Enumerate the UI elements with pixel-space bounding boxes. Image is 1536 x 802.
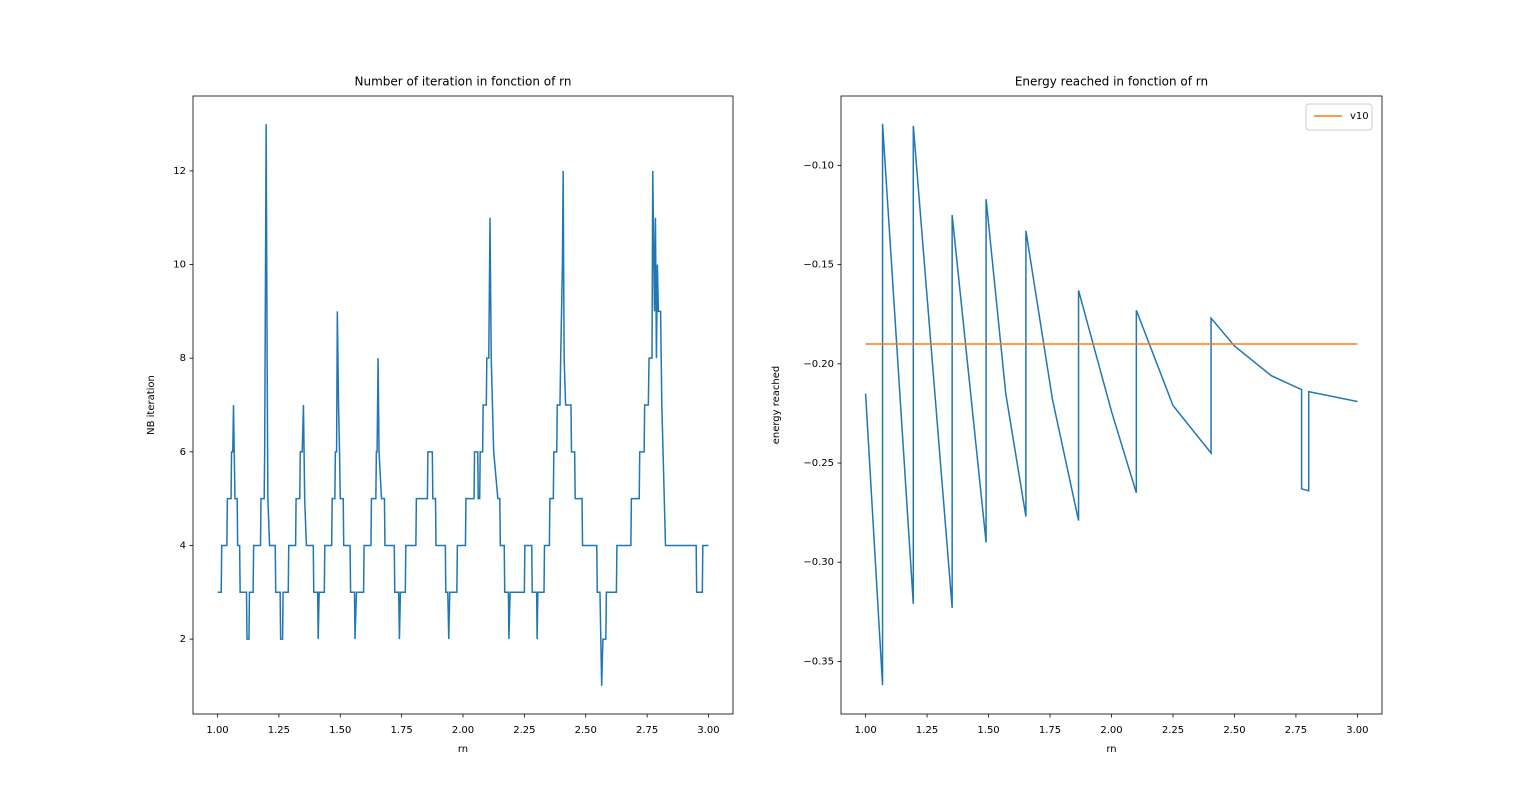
x-axis-label: rn (1106, 744, 1116, 755)
y-tick-label: 10 (173, 260, 186, 271)
x-tick-label: 2.50 (1223, 725, 1245, 736)
chart-title: Number of iteration in fonction of rn (355, 75, 572, 89)
x-tick-label: 2.75 (636, 725, 658, 736)
chart-title: Energy reached in fonction of rn (1015, 75, 1208, 89)
y-tick-label: 6 (180, 447, 186, 458)
x-tick-label: 3.00 (1346, 725, 1368, 736)
y-tick-label: −0.25 (803, 458, 834, 469)
x-tick-label: 2.25 (513, 725, 535, 736)
x-tick-label: 1.75 (1039, 725, 1061, 736)
y-tick-label: −0.30 (803, 557, 834, 568)
x-tick-label: 2.25 (1162, 725, 1184, 736)
legend-box (1305, 103, 1373, 131)
x-tick-label: 1.25 (916, 725, 938, 736)
y-tick-label: −0.10 (803, 160, 834, 171)
data-line (864, 123, 1358, 686)
x-axis-label: rn (458, 744, 468, 755)
y-tick-label: −0.15 (803, 260, 834, 271)
x-tick-label: 1.75 (391, 725, 413, 736)
x-tick-label: 2.00 (1100, 725, 1122, 736)
x-tick-label: 1.00 (854, 725, 876, 736)
y-axis-label: NB iteration (146, 375, 157, 435)
x-tick-label: 2.50 (575, 725, 597, 736)
x-tick-label: 1.50 (329, 725, 351, 736)
y-tick-label: 12 (173, 166, 186, 177)
legend-label: v10 (1350, 111, 1369, 122)
y-tick-label: 8 (180, 353, 186, 364)
x-tick-label: 2.75 (1285, 725, 1307, 736)
y-tick-label: −0.20 (803, 359, 834, 370)
y-tick-label: 4 (180, 540, 186, 551)
y-tick-label: 2 (180, 634, 186, 645)
legend: v10 (1305, 103, 1373, 131)
subplot: Energy reached in fonction of rn 1.00 1.25… (771, 75, 1383, 755)
x-tick-label: 1.50 (977, 725, 999, 736)
axes-frame (192, 95, 734, 715)
x-tick-label: 1.25 (268, 725, 290, 736)
axes-frame (840, 95, 1383, 715)
data-line (217, 124, 709, 686)
y-tick-label: −0.35 (803, 656, 834, 667)
x-tick-label: 2.00 (452, 725, 474, 736)
x-tick-label: 3.00 (697, 725, 719, 736)
y-axis-label: energy reached (771, 366, 782, 445)
subplot: Number of iteration in fonction of rn 1.0… (146, 75, 734, 755)
x-tick-label: 1.00 (206, 725, 228, 736)
